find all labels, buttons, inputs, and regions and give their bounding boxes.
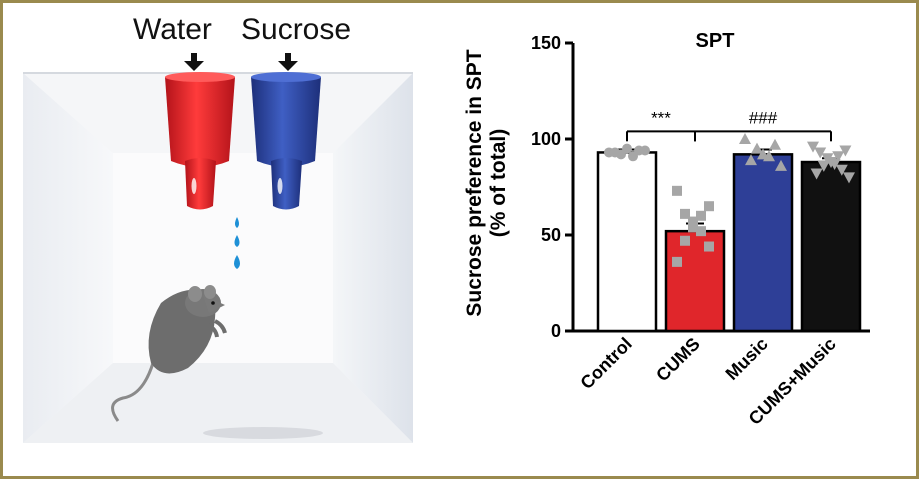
y-tick-label: 0 [551, 321, 561, 341]
data-point [672, 256, 682, 267]
box-floor [23, 363, 413, 443]
bar-control [596, 151, 658, 333]
x-category-label: CUMS [652, 334, 704, 386]
spt-bar-chart: SPT Sucrose preference in SPT (% of tota… [463, 30, 870, 429]
y-tick-label: 150 [531, 33, 561, 53]
data-point [704, 241, 714, 252]
data-point [828, 158, 841, 170]
mouse-icon [111, 285, 227, 422]
box-left-wall [23, 73, 113, 443]
y-axis-title: Sucrose preference in SPT (% of total) [463, 49, 510, 316]
y-tick-label: 100 [531, 129, 561, 149]
y-axis-title-line2: (% of total) [487, 129, 510, 237]
data-point [704, 201, 714, 212]
data-point [835, 164, 848, 176]
data-point [769, 138, 781, 150]
chart-title: SPT [696, 30, 735, 52]
data-point [640, 145, 650, 156]
data-point [814, 147, 827, 159]
data-point [745, 154, 757, 166]
data-point [807, 141, 819, 153]
data-point [672, 185, 682, 196]
data-point [610, 147, 620, 158]
data-point [775, 159, 787, 171]
x-category-label: Control [576, 334, 635, 393]
sucrose-bottle [251, 72, 321, 210]
data-point [810, 168, 823, 180]
significance-label: *** [651, 108, 671, 127]
water-label: Water [133, 13, 212, 46]
data-point [763, 150, 775, 162]
sucrose-label: Sucrose [241, 13, 352, 46]
data-point [688, 216, 698, 227]
data-point [839, 145, 852, 157]
data-point [696, 226, 706, 237]
x-category-label: Music [722, 334, 772, 384]
data-point [688, 222, 698, 233]
data-point [832, 151, 845, 163]
spt-illustration: Water Sucrose [3, 3, 443, 482]
water-arrow-icon [184, 53, 204, 71]
y-tick-label: 50 [541, 225, 561, 245]
data-point [739, 133, 751, 144]
test-box-drawing [23, 53, 413, 443]
data-point [680, 208, 690, 219]
bar-music [732, 153, 794, 333]
data-point [843, 172, 855, 184]
water-drops-icon [234, 217, 240, 269]
bar-cums [664, 229, 726, 333]
sucrose-arrow-icon [278, 53, 298, 71]
data-point [751, 142, 763, 154]
box-right-wall [333, 73, 413, 443]
y-axis-title-line1: Sucrose preference in SPT [463, 49, 486, 316]
data-point [628, 151, 638, 162]
data-point [622, 143, 632, 154]
data-point [817, 160, 830, 172]
bar-cums-music [800, 160, 862, 333]
data-point [696, 210, 706, 221]
significance-label: ### [749, 108, 778, 127]
data-point [680, 235, 690, 246]
water-bottle [165, 72, 235, 210]
